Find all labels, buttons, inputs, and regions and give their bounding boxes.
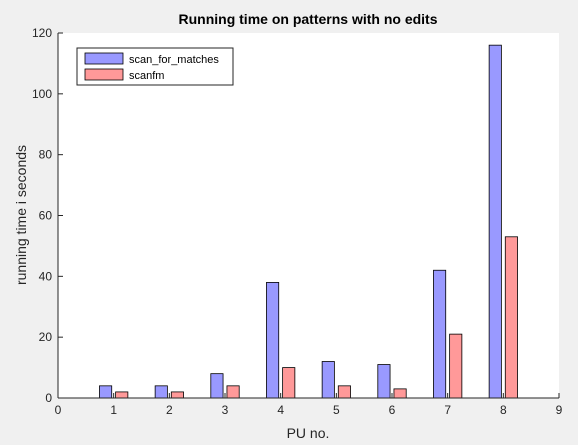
bar-scan-for-matches-2 bbox=[154, 385, 168, 399]
bar-scan-for-matches-8 bbox=[488, 44, 502, 399]
plot-area bbox=[58, 33, 559, 398]
y-tick-label: 0 bbox=[45, 391, 52, 405]
y-tick-label: 100 bbox=[32, 87, 52, 101]
y-tick-label: 60 bbox=[39, 209, 53, 223]
legend-label-scanfm: scanfm bbox=[129, 70, 164, 82]
bar-scanfm-4 bbox=[282, 367, 296, 399]
bar-scan-for-matches-6 bbox=[377, 364, 391, 399]
y-tick-label: 80 bbox=[39, 148, 53, 162]
legend-swatch-scanfm bbox=[84, 68, 124, 81]
x-tick-label: 5 bbox=[333, 403, 340, 417]
x-tick-label: 4 bbox=[277, 403, 284, 417]
y-ticks: 0 20 40 60 80 100 120 bbox=[32, 26, 63, 405]
bar-scanfm-1 bbox=[115, 391, 129, 399]
x-tick-label: 7 bbox=[444, 403, 451, 417]
bar-scanfm-6 bbox=[393, 388, 407, 399]
bar-scan-for-matches-5 bbox=[321, 361, 335, 399]
legend-label-scan-for-matches: scan_for_matches bbox=[129, 54, 219, 66]
x-tick-label: 2 bbox=[166, 403, 173, 417]
x-ticks: 0 1 2 3 4 5 6 7 8 9 bbox=[55, 393, 563, 417]
x-axis-label: PU no. bbox=[287, 425, 330, 441]
bar-scan-for-matches-4 bbox=[266, 282, 280, 399]
bar-scan-for-matches-1 bbox=[99, 385, 113, 399]
bar-scanfm-7 bbox=[449, 333, 463, 399]
bar-scanfm-2 bbox=[170, 391, 184, 399]
x-tick-label: 8 bbox=[500, 403, 507, 417]
legend-swatch-scan-for-matches bbox=[84, 52, 124, 65]
y-axis-label: running time i seconds bbox=[13, 145, 29, 285]
y-tick-label: 120 bbox=[32, 26, 52, 40]
x-tick-label: 9 bbox=[556, 403, 563, 417]
y-tick-label: 40 bbox=[39, 269, 53, 283]
bars-layer bbox=[99, 44, 518, 399]
x-tick-label: 1 bbox=[110, 403, 117, 417]
bar-scan-for-matches-7 bbox=[433, 269, 447, 399]
x-tick-label: 6 bbox=[389, 403, 396, 417]
x-tick-label: 3 bbox=[222, 403, 229, 417]
chart-title: Running time on patterns with no edits bbox=[179, 11, 438, 27]
x-tick-label: 0 bbox=[55, 403, 62, 417]
bar-scanfm-5 bbox=[337, 385, 351, 399]
y-tick-label: 20 bbox=[39, 330, 53, 344]
bar-scanfm-3 bbox=[226, 385, 240, 399]
bar-scan-for-matches-3 bbox=[210, 373, 224, 399]
legend: scan_for_matches scanfm bbox=[76, 47, 234, 86]
bar-scanfm-8 bbox=[504, 236, 518, 399]
